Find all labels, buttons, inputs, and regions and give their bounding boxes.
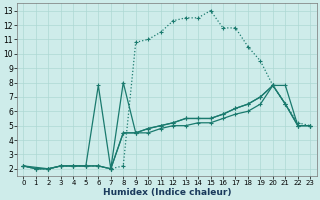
X-axis label: Humidex (Indice chaleur): Humidex (Indice chaleur) — [103, 188, 231, 197]
